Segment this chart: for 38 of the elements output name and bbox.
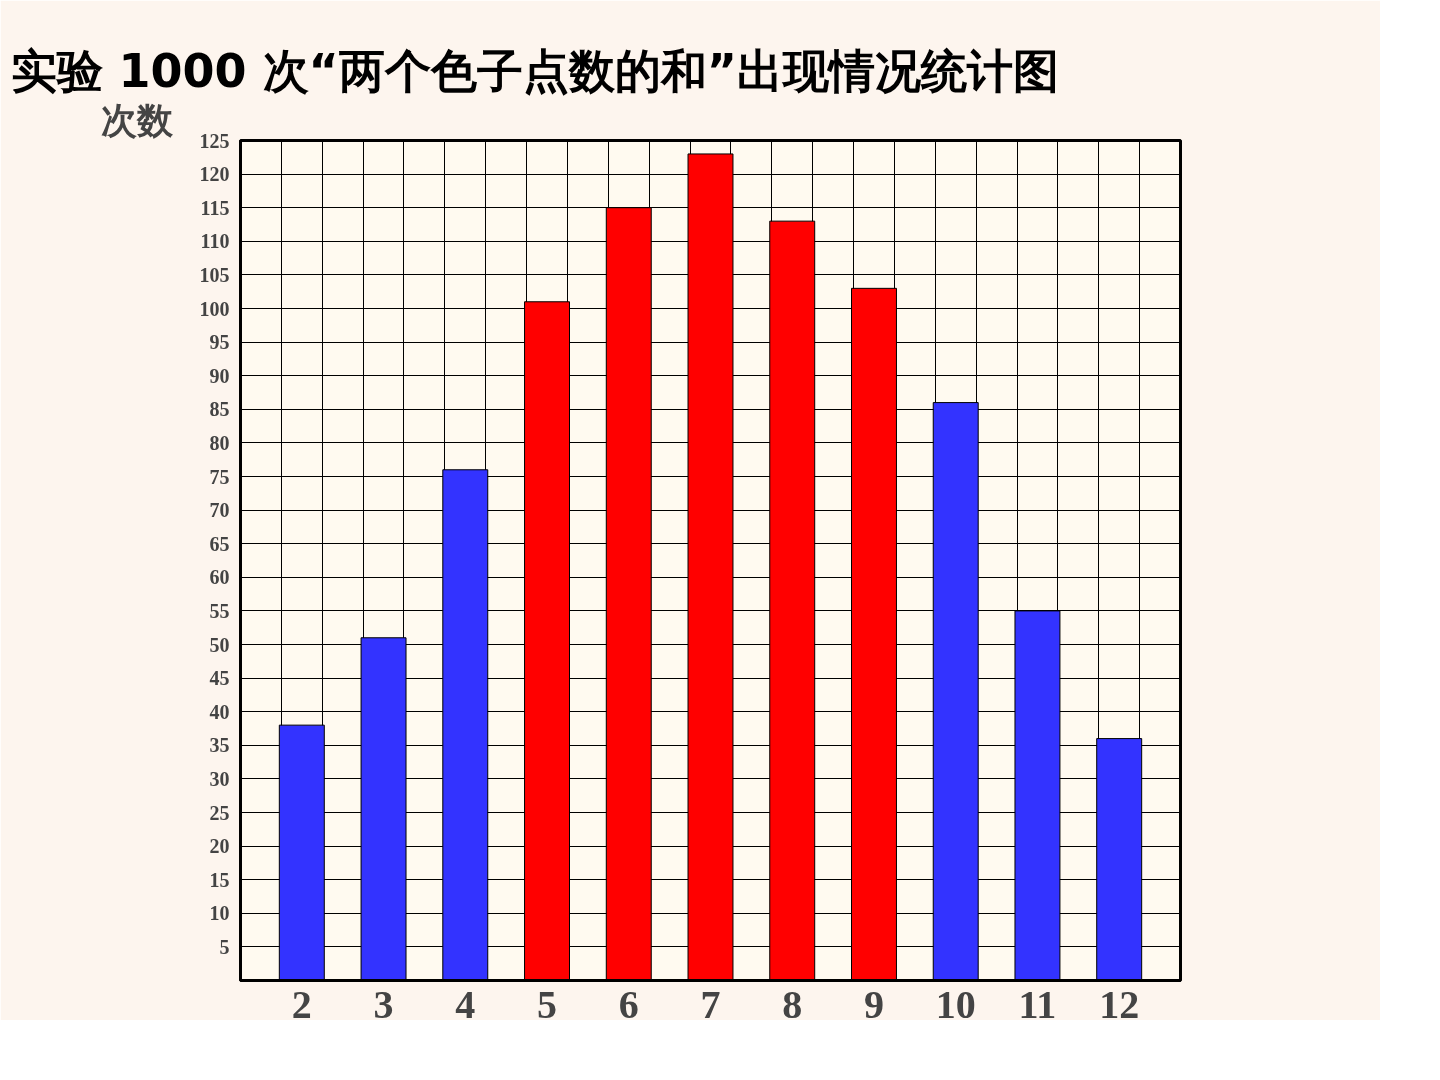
y-tick-label: 65 [209,532,230,555]
y-tick-label: 125 [199,129,230,152]
y-tick-label: 30 [209,767,230,790]
y-tick-label: 95 [209,331,230,354]
y-tick-label: 100 [199,297,230,320]
x-tick-label: 6 [618,981,639,1027]
x-tick-label: 2 [291,981,312,1027]
x-tick-label: 10 [935,981,976,1027]
x-tick-label: 9 [863,981,884,1027]
y-tick-label: 10 [209,902,230,925]
y-axis-title: 次数 [100,99,174,141]
y-tick-label: 115 [200,196,230,219]
y-tick-label: 75 [209,465,230,488]
y-tick-label: 85 [209,398,230,421]
x-tick-label: 4 [455,981,476,1027]
y-tick-label: 40 [209,700,230,723]
y-tick-label: 15 [209,868,230,891]
y-tick-label: 120 [199,163,230,186]
x-tick-label: 5 [537,981,558,1027]
y-tick-label: 50 [209,633,230,656]
x-tick-label: 11 [1018,981,1057,1027]
y-tick-label: 70 [209,499,230,522]
y-tick-label: 35 [209,734,230,757]
x-tick-label: 12 [1099,981,1140,1027]
y-tick-label: 55 [209,599,230,622]
x-tick-label: 8 [782,981,803,1027]
x-tick-label: 3 [373,981,394,1027]
y-tick-label: 80 [209,431,230,454]
y-tick-label: 90 [209,364,230,387]
y-tick-label: 45 [209,667,230,690]
chart-title: 实验 1000 次“两个色子点数的和”出现情况统计图 [10,43,1060,98]
y-tick-label: 60 [209,566,230,589]
y-tick-label: 105 [199,263,230,286]
y-tick-label: 110 [200,230,230,253]
y-tick-label: 25 [209,801,230,824]
y-tick-label: 5 [219,935,230,958]
x-tick-label: 7 [700,981,721,1027]
y-tick-label: 20 [209,835,230,858]
